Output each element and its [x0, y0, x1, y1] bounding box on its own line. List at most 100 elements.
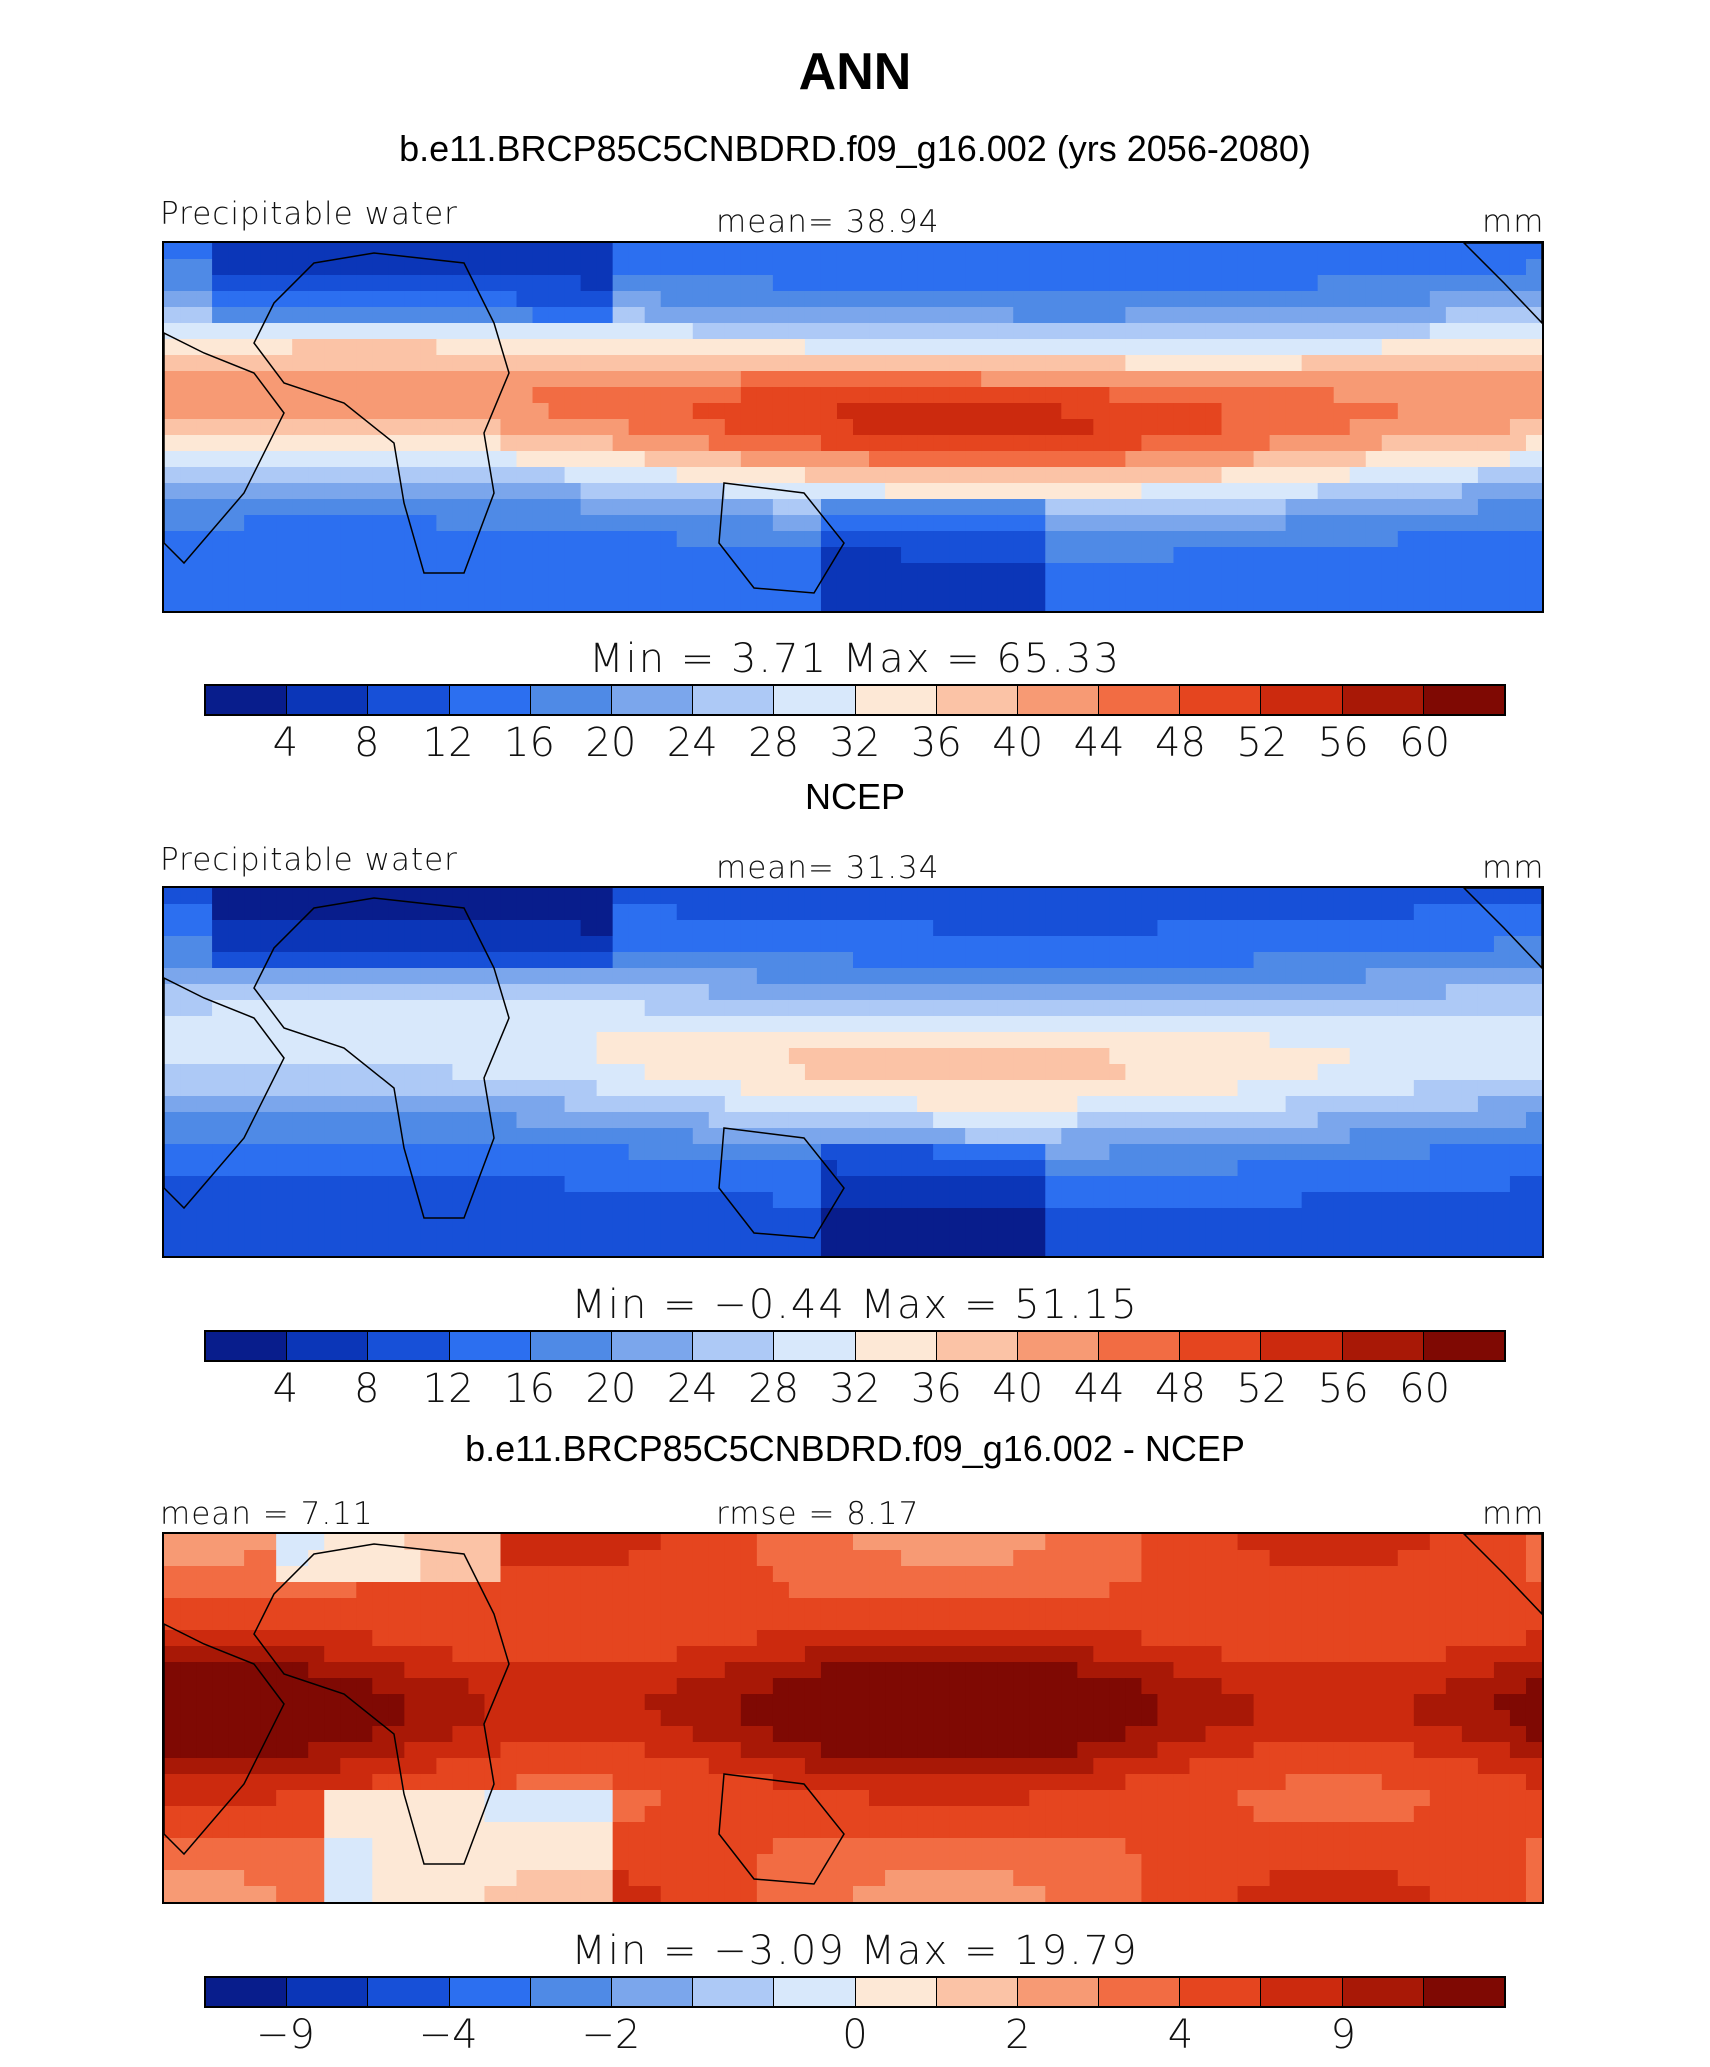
field-cell: [196, 275, 213, 292]
field-cell: [1221, 1016, 1239, 1033]
field-cell: [308, 1224, 325, 1241]
field-cell: [1173, 1550, 1191, 1567]
field-cell: [1317, 1000, 1335, 1017]
field-cell: [212, 1582, 229, 1599]
field-cell: [885, 1192, 902, 1209]
field-cell: [1269, 467, 1287, 484]
field-cell: [1429, 1096, 1447, 1113]
field-cell: [516, 1192, 534, 1209]
field-cell: [901, 387, 918, 404]
field-cell: [180, 952, 197, 969]
field-cell: [965, 952, 982, 969]
field-cell: [1205, 387, 1223, 404]
panel1-field: [164, 243, 1542, 611]
field-cell: [340, 1694, 357, 1711]
field-cell: [1301, 888, 1319, 905]
field-cell: [388, 323, 405, 340]
field-cell: [933, 451, 950, 468]
field-cell: [1013, 920, 1030, 937]
field-cell: [1285, 275, 1303, 292]
field-cell: [1221, 451, 1239, 468]
field-cell: [452, 275, 470, 292]
field-cell: [949, 515, 966, 532]
field-cell: [1173, 1096, 1191, 1113]
field-cell: [468, 419, 486, 436]
field-cell: [1109, 1080, 1126, 1097]
field-cell: [917, 1144, 934, 1161]
colorbar-swatch: [449, 1332, 531, 1360]
field-cell: [1077, 1128, 1094, 1145]
field-cell: [1173, 1598, 1191, 1615]
field-cell: [1125, 483, 1143, 500]
field-cell: [580, 1080, 598, 1097]
field-cell: [580, 1662, 598, 1679]
field-cell: [228, 1662, 245, 1679]
field-cell: [917, 1160, 934, 1177]
field-cell: [500, 1176, 518, 1193]
field-cell: [484, 467, 502, 484]
field-cell: [164, 1192, 181, 1209]
field-cell: [1237, 387, 1255, 404]
field-cell: [1461, 1016, 1479, 1033]
field-cell: [1365, 419, 1383, 436]
field-cell: [516, 1112, 534, 1129]
field-cell: [933, 579, 950, 596]
field-cell: [1253, 1646, 1271, 1663]
field-cell: [1477, 1064, 1495, 1081]
field-cell: [1477, 291, 1495, 308]
field-cell: [244, 1128, 261, 1145]
field-cell: [740, 1080, 758, 1097]
field-cell: [1173, 483, 1191, 500]
field-cell: [1237, 984, 1255, 1001]
field-cell: [1109, 1032, 1126, 1049]
field-cell: [1509, 1144, 1527, 1161]
field-cell: [436, 1630, 454, 1647]
field-cell: [1397, 1144, 1415, 1161]
field-cell: [933, 1534, 950, 1551]
field-cell: [1317, 1032, 1335, 1049]
field-cell: [276, 499, 293, 516]
field-cell: [324, 1566, 341, 1583]
field-cell: [804, 1000, 822, 1017]
field-cell: [420, 1662, 437, 1679]
field-cell: [1077, 1064, 1094, 1081]
field-cell: [452, 888, 470, 905]
field-cell: [676, 1128, 694, 1145]
field-cell: [324, 952, 341, 969]
field-cell: [564, 291, 582, 308]
field-cell: [340, 339, 357, 356]
field-cell: [1493, 1550, 1511, 1567]
field-cell: [244, 1534, 261, 1551]
field-cell: [452, 355, 470, 372]
field-cell: [1077, 1662, 1094, 1679]
field-cell: [628, 595, 646, 611]
field-cell: [596, 435, 614, 452]
field-cell: [548, 968, 566, 985]
field-cell: [260, 579, 277, 596]
field-cell: [1333, 1662, 1351, 1679]
field-cell: [532, 920, 550, 937]
field-cell: [949, 467, 966, 484]
field-cell: [1461, 371, 1479, 388]
field-cell: [869, 1208, 886, 1225]
field-cell: [212, 1646, 229, 1663]
field-cell: [1461, 291, 1479, 308]
field-cell: [1333, 243, 1351, 260]
field-cell: [853, 1048, 870, 1065]
field-cell: [869, 483, 886, 500]
field-cell: [1285, 1240, 1303, 1256]
field-cell: [756, 387, 774, 404]
field-cell: [1061, 1016, 1078, 1033]
field-cell: [1141, 1582, 1159, 1599]
field-cell: [324, 1534, 341, 1551]
field-cell: [548, 467, 566, 484]
field-cell: [1045, 403, 1062, 420]
field-cell: [532, 1016, 550, 1033]
field-cell: [917, 936, 934, 953]
field-cell: [1477, 1208, 1495, 1225]
field-cell: [388, 1598, 405, 1615]
field-cell: [804, 1550, 822, 1567]
field-cell: [1077, 1694, 1094, 1711]
field-cell: [1493, 1694, 1511, 1711]
field-cell: [244, 451, 261, 468]
